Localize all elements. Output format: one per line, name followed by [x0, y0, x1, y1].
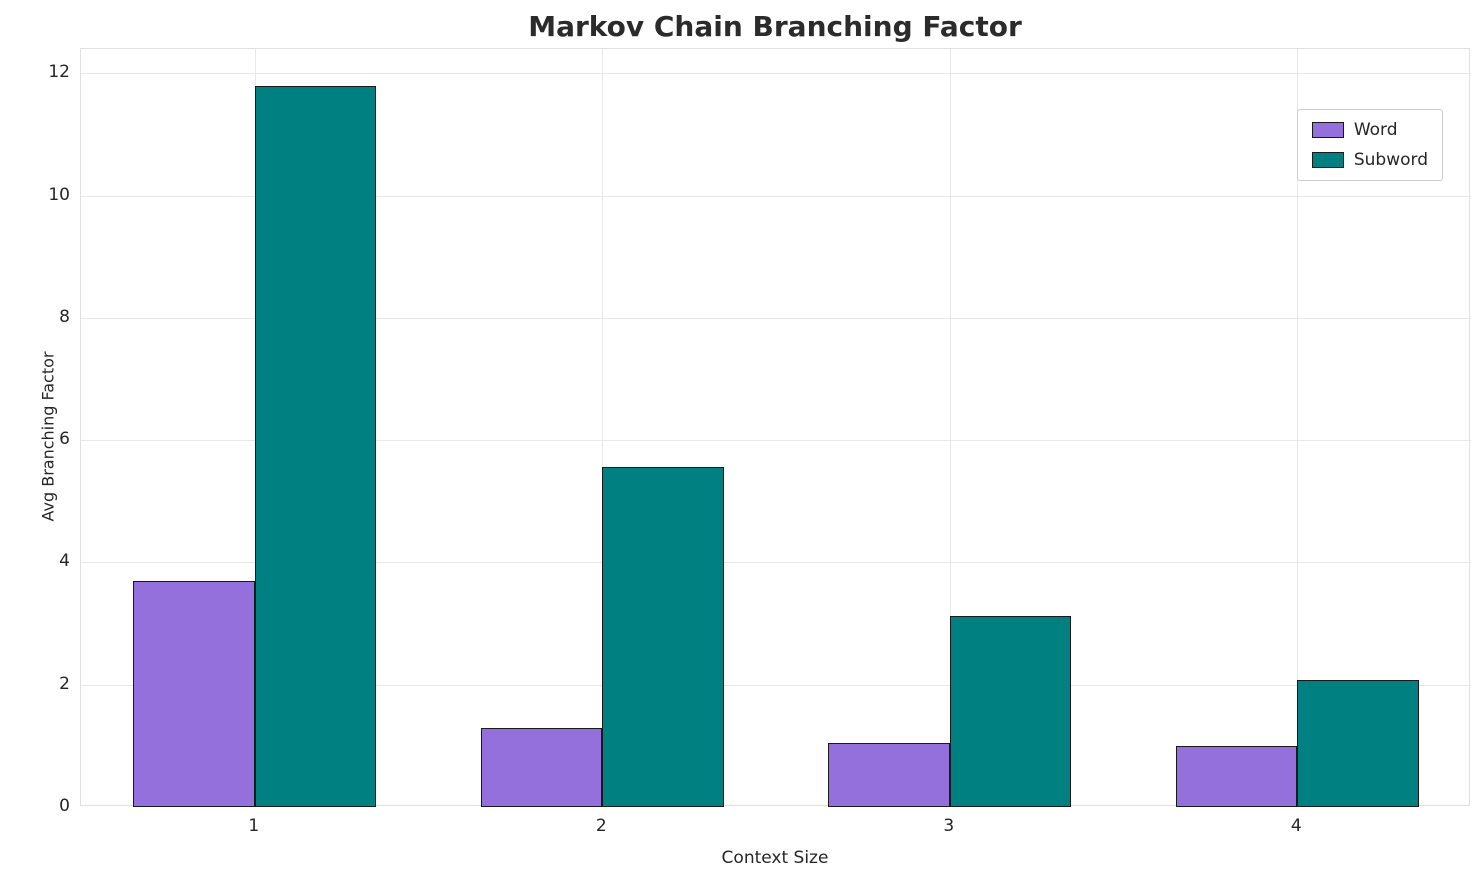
legend-swatch-subword	[1311, 152, 1344, 168]
legend-label-subword: Subword	[1353, 150, 1428, 170]
legend-label-word: Word	[1353, 120, 1398, 140]
chart-title: Markov Chain Branching Factor	[528, 10, 1022, 43]
bar-subword-context-4	[1297, 679, 1419, 807]
y-tick-label: 2	[59, 673, 70, 694]
gridline-vertical	[602, 49, 604, 807]
legend: Word Subword	[1296, 109, 1443, 181]
gridline-horizontal	[81, 684, 1471, 686]
gridline-horizontal	[81, 73, 1471, 75]
x-tick-label: 1	[248, 816, 260, 836]
bar-subword-context-1	[254, 85, 377, 807]
x-tick-label: 4	[1290, 816, 1302, 836]
gridline-vertical	[949, 49, 951, 807]
plot-area: Word Subword	[80, 48, 1471, 807]
x-axis-label: Context Size	[721, 848, 829, 868]
bar-word-context-3	[828, 742, 950, 807]
y-tick-label: 10	[48, 184, 70, 205]
legend-item-word: Word	[1311, 120, 1428, 140]
legend-item-subword: Subword	[1311, 150, 1428, 170]
legend-swatch-word	[1311, 122, 1344, 138]
y-tick-label: 12	[48, 62, 70, 83]
x-tick-label: 3	[943, 816, 955, 836]
y-tick-label: 4	[59, 551, 70, 572]
y-tick-label: 8	[59, 306, 70, 327]
gridline-vertical	[1297, 49, 1299, 807]
bar-word-context-2	[480, 727, 603, 807]
gridline-horizontal	[81, 440, 1471, 442]
bar-word-context-4	[1175, 745, 1298, 807]
y-tick-label: 0	[59, 796, 70, 816]
gridline-horizontal	[81, 195, 1471, 197]
y-tick-label: 6	[59, 429, 70, 450]
x-tick-label: 2	[595, 816, 607, 836]
gridline-horizontal	[81, 317, 1471, 319]
bar-subword-context-3	[949, 616, 1072, 807]
gridline-horizontal	[81, 562, 1471, 564]
bar-subword-context-2	[602, 466, 724, 807]
bar-word-context-1	[133, 580, 255, 807]
